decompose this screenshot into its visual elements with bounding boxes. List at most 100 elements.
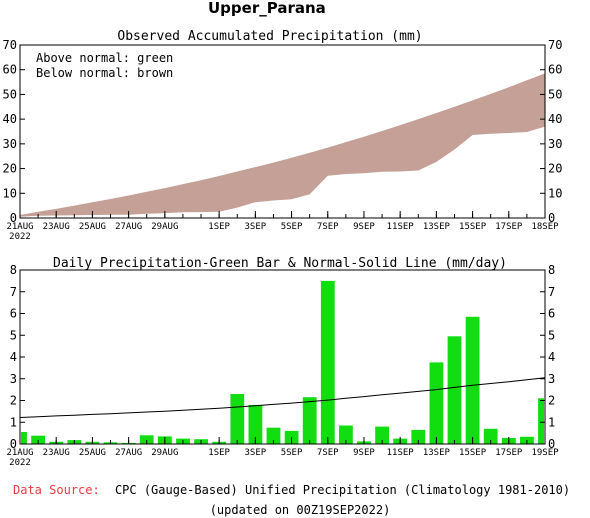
daily-ytick-label-right: 8 [548, 263, 555, 277]
daily-xtick-label: 15SEP [459, 448, 487, 458]
daily-xtick-label: 3SEP [245, 448, 267, 458]
daily-ytick-label-left: 3 [10, 372, 17, 386]
accumulated-ytick-label-right: 70 [548, 38, 562, 52]
daily-bar [320, 280, 335, 444]
daily-xtick-label: 19SEP [531, 448, 559, 458]
accumulated-ytick-label-right: 10 [548, 186, 562, 200]
accumulated-xtick-label: 23AUG [43, 222, 70, 232]
daily-xtick-label: 7SEP [317, 448, 339, 458]
accumulated-xtick-label: 21AUG [6, 222, 33, 232]
daily-xtick-label: 13SEP [423, 448, 451, 458]
accumulated-xtick-label: 18SEP [531, 222, 559, 232]
daily-bar [538, 398, 544, 444]
daily-ytick-label-left: 2 [10, 394, 17, 408]
daily-ytick-label-right: 3 [548, 372, 555, 386]
daily-bar [21, 432, 27, 444]
daily-bar [266, 427, 281, 444]
page-title: Upper_Parana [208, 0, 326, 17]
daily-xtick-label: 5SEP [281, 448, 303, 458]
accumulated-ytick-label-left: 10 [3, 186, 17, 200]
accumulated-ytick-label-right: 50 [548, 87, 562, 101]
daily-xtick-year: 2022 [9, 458, 31, 468]
daily-ytick-label-left: 5 [10, 328, 17, 342]
daily-xtick-label: 1SEP [208, 448, 230, 458]
daily-ytick-label-left: 8 [10, 263, 17, 277]
daily-bar [483, 428, 498, 444]
daily-ytick-label-right: 2 [548, 394, 555, 408]
accumulated-ytick-label-right: 20 [548, 162, 562, 176]
accumulated-xtick-label: 29AUG [151, 222, 178, 232]
accumulated-xtick-label: 15SEP [459, 222, 487, 232]
daily-ytick-label-right: 5 [548, 328, 555, 342]
accumulated-ytick-label-left: 60 [3, 63, 17, 77]
daily-xtick-label: 23AUG [43, 448, 70, 458]
daily-bar [139, 435, 154, 444]
accumulated-ytick-label-right: 60 [548, 63, 562, 77]
daily-bar [31, 435, 45, 444]
daily-ytick-label-right: 7 [548, 285, 555, 299]
accumulated-xtick-label: 13SEP [423, 222, 451, 232]
daily-xtick-label: 25AUG [79, 448, 106, 458]
daily-bar [230, 394, 245, 444]
daily-bar [375, 426, 389, 444]
daily-bar [465, 316, 480, 444]
daily-ytick-label-right: 0 [548, 437, 555, 451]
daily-xtick-label: 17SEP [495, 448, 523, 458]
accumulated-plot-frame [19, 44, 546, 219]
daily-ytick-label-left: 7 [10, 285, 17, 299]
accumulated-ytick-label-left: 50 [3, 87, 17, 101]
daily-chart-title: Daily Precipitation-Green Bar & Normal-S… [53, 256, 507, 271]
daily-ytick-label-right: 6 [548, 307, 555, 321]
accumulated-xtick-label: 17SEP [495, 222, 523, 232]
accumulated-ytick-label-left: 0 [10, 211, 17, 225]
daily-bar [429, 362, 444, 444]
accumulated-ytick-label-left: 30 [3, 137, 17, 151]
accumulated-xtick-label: 1SEP [208, 222, 230, 232]
daily-ytick-label-right: 1 [548, 415, 555, 429]
daily-normal-line-layer [19, 377, 546, 418]
daily-bar [248, 404, 263, 444]
footer-source: Data Source: CPC (Gauge-Based) Unified P… [13, 483, 570, 497]
daily-xtick-label: 11SEP [387, 448, 415, 458]
daily-bar [411, 429, 426, 444]
daily-plot-frame [19, 269, 546, 445]
accumulated-band-layer [20, 73, 545, 219]
daily-ytick-label-left: 1 [10, 415, 17, 429]
accumulated-ytick-label-right: 30 [548, 137, 562, 151]
below-normal-band [20, 73, 545, 219]
daily-ytick-label-left: 0 [10, 437, 17, 451]
accumulated-xtick-label: 11SEP [387, 222, 415, 232]
daily-chart: Daily Precipitation-Green Bar & Normal-S… [6, 256, 559, 468]
daily-xtick-label: 29AUG [151, 448, 178, 458]
updated-text: (updated on 00Z19SEP2022) [210, 503, 391, 517]
normal-line [19, 377, 546, 418]
accumulated-ytick-label-right: 40 [548, 112, 562, 126]
daily-ytick-label-left: 4 [10, 350, 17, 364]
legend-below-normal: Below normal: brown [36, 66, 173, 80]
accumulated-ytick-label-left: 40 [3, 112, 17, 126]
accumulated-xtick-label: 5SEP [281, 222, 303, 232]
daily-bar [447, 336, 462, 444]
source-text: CPC (Gauge-Based) Unified Precipitation … [115, 483, 570, 497]
accumulated-ytick-label-left: 70 [3, 38, 17, 52]
daily-xtick-label: 21AUG [6, 448, 33, 458]
accumulated-ytick-label-left: 20 [3, 162, 17, 176]
accumulated-chart-title: Observed Accumulated Precipitation (mm) [117, 29, 422, 44]
accumulated-xtick-year: 2022 [9, 232, 31, 242]
daily-bars-layer [21, 280, 544, 444]
daily-bar [339, 425, 353, 444]
legend-above-normal: Above normal: green [36, 51, 173, 65]
source-label: Data Source: [13, 483, 100, 497]
accumulated-xtick-label: 27AUG [115, 222, 142, 232]
accumulated-xtick-label: 3SEP [245, 222, 267, 232]
accumulated-xtick-label: 7SEP [317, 222, 339, 232]
accumulated-xtick-label: 25AUG [79, 222, 106, 232]
daily-xtick-label: 9SEP [353, 448, 375, 458]
accumulated-chart: Observed Accumulated Precipitation (mm) … [3, 29, 563, 242]
accumulated-xtick-label: 9SEP [353, 222, 375, 232]
daily-bar [302, 397, 317, 444]
daily-ytick-label-right: 4 [548, 350, 555, 364]
